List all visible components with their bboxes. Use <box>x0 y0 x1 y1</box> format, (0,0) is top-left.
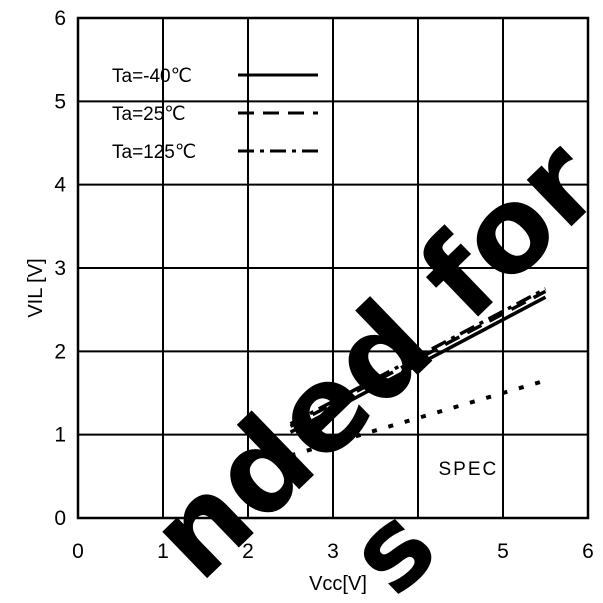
series-line-1 <box>289 295 547 434</box>
y-tick-label: 2 <box>54 340 66 363</box>
x-tick-label: 4 <box>412 540 424 563</box>
grid <box>78 18 588 518</box>
x-tick-label: 3 <box>327 540 339 563</box>
series-line-2 <box>289 289 547 428</box>
spec-annotation: SPEC <box>439 459 499 480</box>
y-axis-label: VIL [V] <box>25 258 47 317</box>
x-tick-label: 1 <box>157 540 169 563</box>
y-tick-label: 5 <box>54 90 66 113</box>
y-tick-label: 3 <box>54 257 66 280</box>
x-axis-label: Vcc[V] <box>309 573 367 595</box>
legend-entry-label: Ta=125℃ <box>112 142 196 163</box>
x-tick-label: 0 <box>72 540 84 563</box>
y-tick-label: 6 <box>54 7 66 30</box>
series-lines <box>289 287 547 458</box>
y-tick-label: 4 <box>54 174 66 197</box>
series-line-4 <box>289 378 547 458</box>
x-tick-label: 2 <box>242 540 254 563</box>
tick-labels: 0 1 2 3 4 5 6 0 1 2 3 4 5 6 <box>54 7 594 563</box>
y-tick-label: 0 <box>54 507 66 530</box>
legend-entry-label: Ta=25℃ <box>112 104 186 125</box>
legend-entry-label: Ta=-40℃ <box>112 66 192 87</box>
y-tick-label: 1 <box>54 424 66 447</box>
plot-frame <box>76 16 590 520</box>
legend: Ta=-40℃ Ta=25℃ Ta=125℃ <box>112 66 318 163</box>
x-tick-label: 6 <box>582 540 594 563</box>
x-tick-label: 5 <box>497 540 509 563</box>
